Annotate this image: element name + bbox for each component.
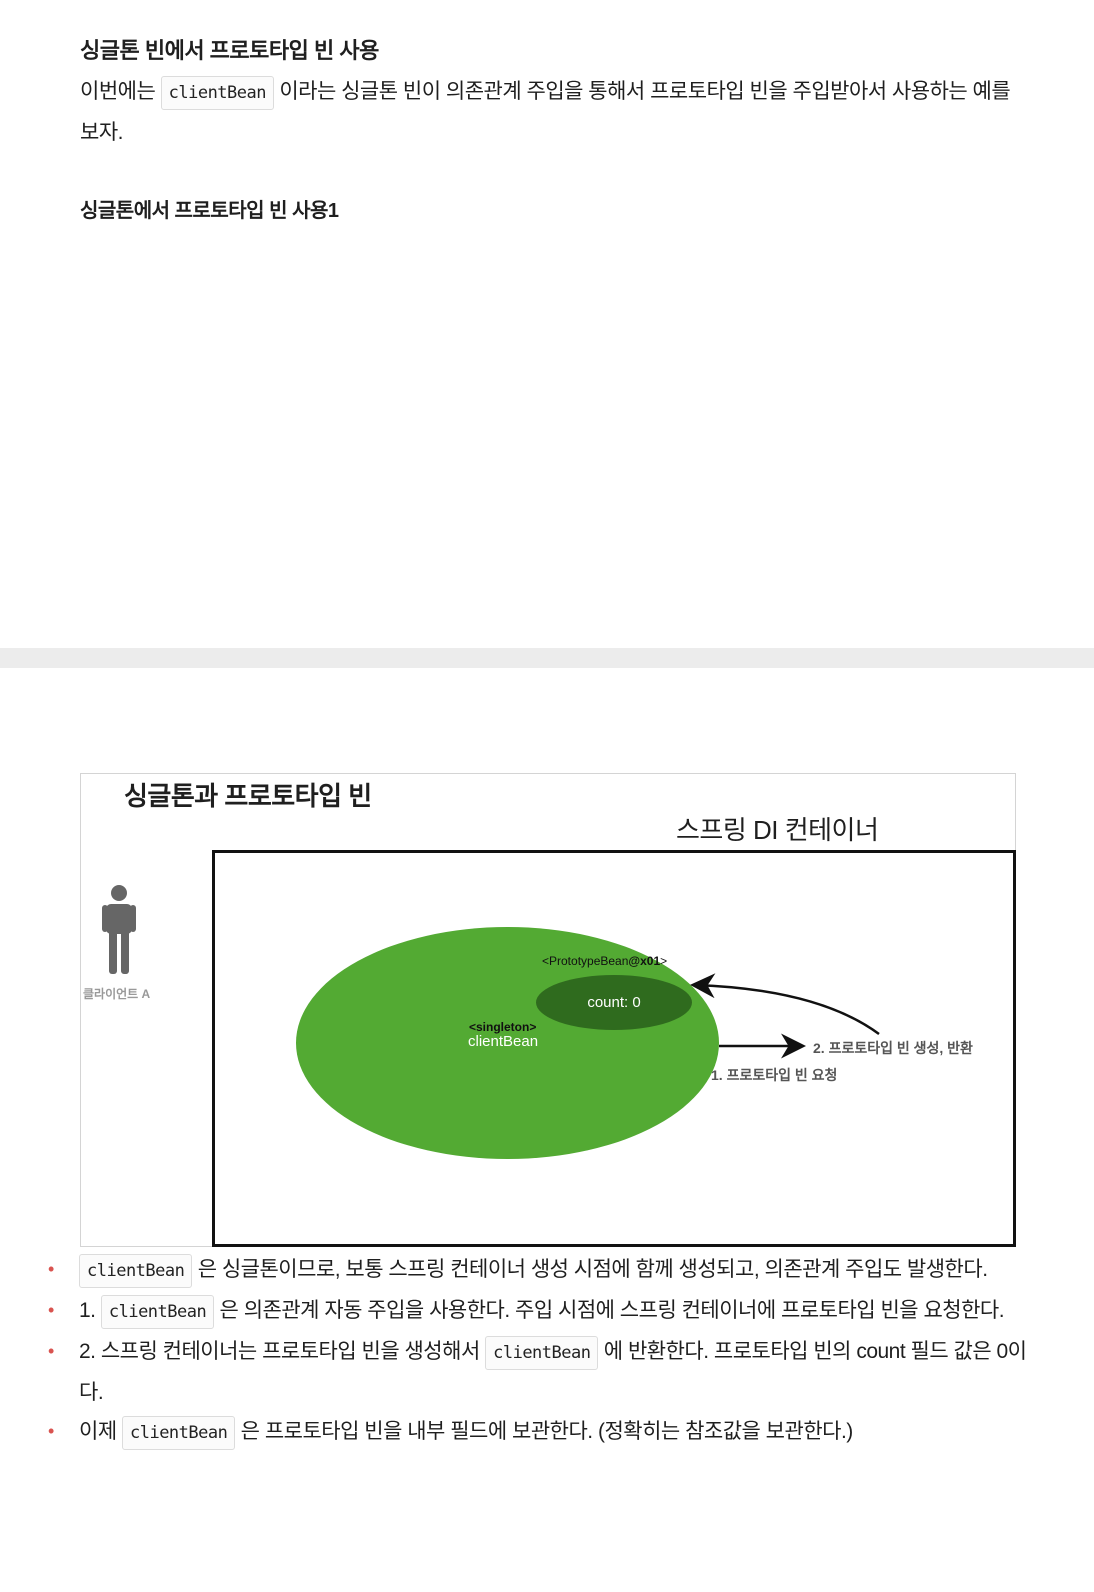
step2-label: 2. 프로토타입 빈 생성, 반환 (813, 1040, 973, 1056)
diagram-title: 싱글톤과 프로토타입 빈 (124, 781, 372, 811)
singleton-tag: <singleton> (469, 1020, 537, 1034)
item-text: 에 반환한다. 프로토타입 빈의 count 필드 값은 0이다. (79, 1340, 1027, 1404)
item-text: 은 프로토타입 빈을 내부 필드에 보관한다. (정확히는 참조값을 보관한다.… (235, 1420, 854, 1443)
item-prefix: 2. 스프링 컨테이너는 프로토타입 빈을 생성해서 (79, 1340, 486, 1363)
prototype-id: @x01 (628, 954, 661, 968)
item-prefix: 이제 (79, 1420, 122, 1443)
diagram-arrows (690, 973, 880, 1059)
prototype-prefix: <PrototypeBean (542, 954, 629, 968)
inline-code-clientbean: clientBean (485, 1336, 599, 1370)
section-heading: 싱글톤 빈에서 프로토타입 빈 사용 (80, 38, 379, 63)
item-text: 은 의존관계 자동 주입을 사용한다. 주입 시점에 스프링 컨테이너에 프로토… (214, 1299, 1005, 1322)
list-item: 2. 스프링 컨테이너는 프로토타입 빈을 생성해서 clientBean 에 … (0, 1332, 1040, 1412)
spring-container-box (212, 850, 1016, 1247)
prototype-bean-shape: count: 0 (536, 975, 692, 1030)
inline-code-clientbean: clientBean (79, 1254, 193, 1288)
list-item: 이제 clientBean 은 프로토타입 빈을 내부 필드에 보관한다. (정… (0, 1412, 1040, 1453)
sub-heading: 싱글톤에서 프로토타입 빈 사용1 (80, 200, 339, 222)
intro-paragraph: 이번에는 clientBean 이라는 싱글톤 빈이 의존관계 주입을 통해서 … (80, 72, 1020, 152)
intro-text-before: 이번에는 (80, 80, 161, 103)
item-text: 은 싱글톤이므로, 보통 스프링 컨테이너 생성 시점에 함께 생성되고, 의존… (192, 1258, 988, 1281)
count-text: count: 0 (587, 994, 641, 1011)
intro-text-after: 이라는 싱글톤 빈이 의존관계 주입을 통해서 프로토타입 빈을 주입받아서 사… (80, 80, 1011, 144)
inline-code-clientbean: clientBean (160, 76, 274, 110)
inline-code-clientbean: clientBean (100, 1295, 215, 1329)
prototype-suffix: > (660, 954, 668, 968)
diagram-figure: 싱글톤과 프로토타입 빈 스프링 DI 컨테이너 클라이언트 A <Protot… (80, 773, 1016, 1247)
container-label: 스프링 DI 컨테이너 (676, 815, 879, 845)
prototype-bean-label: <PrototypeBean@x01> (542, 954, 667, 968)
list-item: clientBean 은 싱글톤이므로, 보통 스프링 컨테이너 생성 시점에 … (0, 1250, 1040, 1291)
singleton-bean-shape (296, 927, 719, 1159)
list-item: 1. clientBean 은 의존관계 자동 주입을 사용한다. 주입 시점에… (0, 1291, 1040, 1332)
explanation-list: clientBean 은 싱글톤이므로, 보통 스프링 컨테이너 생성 시점에 … (0, 1250, 1040, 1453)
singleton-name: clientBean (468, 1033, 539, 1050)
inline-code-clientbean: clientBean (121, 1416, 236, 1450)
client-label: 클라이언트 A (83, 987, 151, 1001)
item-prefix: 1. (79, 1299, 101, 1322)
person-icon (101, 884, 137, 981)
curved-arrow-icon (690, 973, 880, 1036)
section-divider (0, 648, 1094, 668)
step1-label: 1. 프로토타입 빈 요청 (711, 1067, 838, 1083)
